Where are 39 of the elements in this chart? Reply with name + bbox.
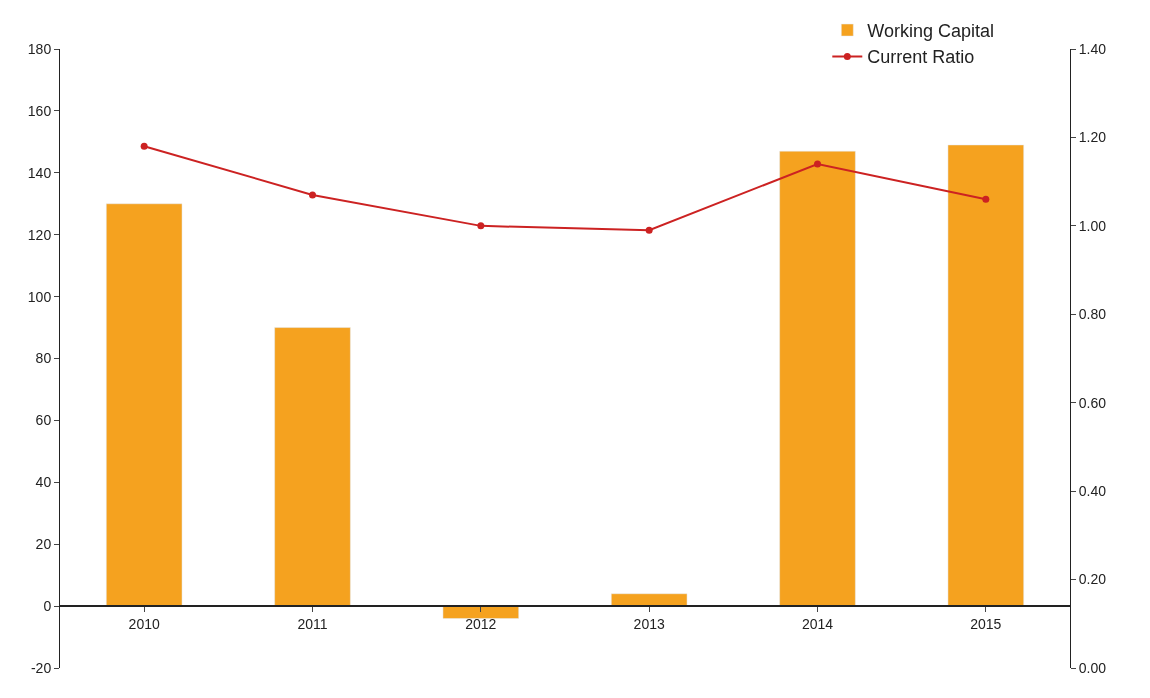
point <box>982 195 990 203</box>
y2-tick-label: 1.20 <box>1078 129 1107 146</box>
y-tick-label: 140 <box>27 164 52 181</box>
y-tick-label: 160 <box>27 102 52 119</box>
point <box>309 191 316 199</box>
point <box>645 226 653 234</box>
bar <box>947 144 1024 607</box>
y-tick-label: 60 <box>35 412 52 429</box>
x-tick-label: 2010 <box>128 615 160 632</box>
point <box>814 160 821 168</box>
x-tick-label: 2015 <box>970 615 1002 632</box>
y2-tick-label: 1.00 <box>1078 217 1107 234</box>
y-tick-label: 0 <box>43 598 52 614</box>
x-tick-label: 2011 <box>297 615 328 632</box>
bar <box>442 605 519 619</box>
y-tick-label: 20 <box>35 536 52 553</box>
legend-label: Working Capital <box>867 21 995 42</box>
bar <box>779 150 856 607</box>
legend-label: Current Ratio <box>867 47 975 68</box>
point <box>477 222 485 230</box>
y-tick-label: 100 <box>27 288 52 305</box>
bar <box>106 203 183 607</box>
y2-tick-label: 0.00 <box>1078 659 1107 676</box>
y2-tick-label: 0.80 <box>1078 306 1107 323</box>
bar <box>611 593 688 607</box>
x-tick-label: 2012 <box>465 615 497 632</box>
y2-tick-label: 1.40 <box>1078 40 1107 57</box>
y-tick-label: -20 <box>30 659 52 676</box>
point <box>140 142 148 150</box>
y-tick-label: 180 <box>27 40 52 57</box>
y-tick-label: 80 <box>35 350 52 367</box>
y-tick-label: 40 <box>35 474 52 491</box>
y2-tick-label: 0.60 <box>1078 394 1107 411</box>
y-tick-label: 120 <box>27 226 52 243</box>
y2-tick-label: 0.40 <box>1078 483 1107 500</box>
x-tick-label: 2014 <box>801 615 834 632</box>
y2-tick-label: 0.20 <box>1078 571 1107 588</box>
bar <box>274 327 351 607</box>
x-tick-label: 2013 <box>633 615 665 632</box>
